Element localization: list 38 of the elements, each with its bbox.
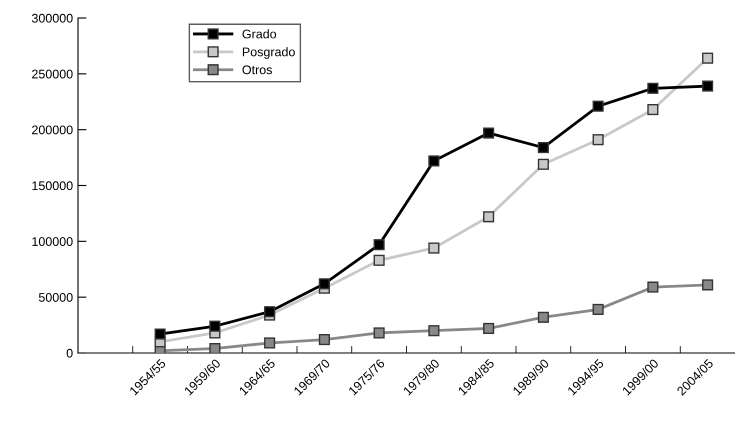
point (483, 127, 494, 139)
point (428, 155, 440, 166)
point (318, 278, 330, 290)
y-tick-label: 200000 (32, 125, 73, 134)
y-tick-label: 100000 (32, 237, 73, 246)
point (374, 239, 385, 250)
legend-label: Posgrado (242, 47, 295, 59)
point (702, 52, 714, 64)
point (374, 327, 385, 338)
point (483, 322, 494, 334)
point (702, 279, 714, 290)
y-tick-label: 0 (66, 348, 73, 358)
point (428, 325, 440, 336)
y-tick-label: 300000 (32, 14, 73, 23)
y-tick-label: 250000 (32, 70, 73, 78)
point (318, 334, 330, 346)
point (647, 282, 658, 293)
y-tick-label: 150000 (32, 181, 73, 190)
legend-label: Otros (242, 65, 272, 74)
y-tick-label: 50000 (38, 292, 73, 302)
point (702, 80, 714, 92)
point (374, 254, 385, 266)
point (209, 320, 220, 332)
point (154, 328, 166, 340)
point (428, 242, 440, 254)
point (538, 158, 549, 170)
legend-label: Grado (242, 29, 276, 38)
point (647, 104, 658, 116)
point (592, 304, 604, 316)
point (647, 82, 658, 94)
point (592, 100, 604, 112)
point (538, 312, 549, 323)
point (592, 134, 604, 146)
point (264, 306, 276, 318)
point (209, 342, 220, 353)
point (264, 337, 276, 349)
point (483, 211, 494, 222)
point (538, 142, 549, 154)
